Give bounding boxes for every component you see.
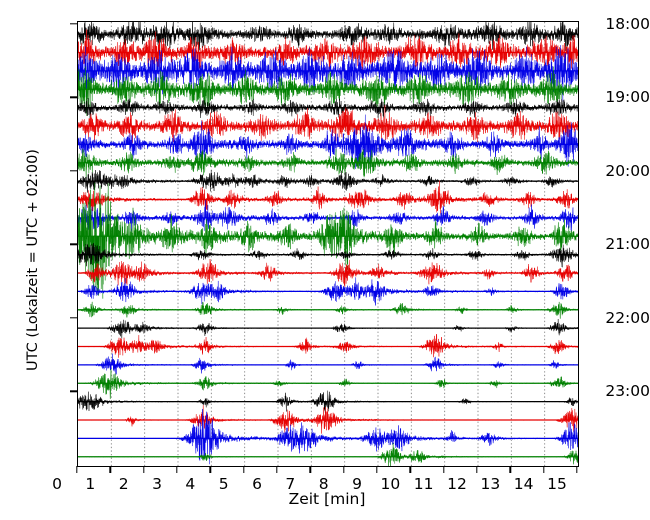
y-tick-mark-1900: [70, 96, 77, 99]
x-tick-mark-12: [476, 466, 478, 473]
x-tick-label-8: 8: [318, 475, 329, 493]
x-tick-mark-8: [342, 466, 345, 473]
x-tick-label-10: 10: [380, 475, 401, 493]
y-tick-label-2300: 23:00: [605, 382, 650, 401]
x-tick-mark-15: [576, 466, 578, 473]
y-tick-mark-2200: [70, 317, 77, 319]
x-tick-label-2: 2: [118, 475, 129, 493]
trace-0: [78, 22, 578, 55]
x-tick-label-13: 13: [480, 475, 501, 493]
x-tick-mark-5: [242, 466, 245, 473]
trace-9: [78, 180, 578, 215]
x-tick-label-9: 9: [352, 475, 362, 493]
x-tick-mark-7: [309, 466, 312, 473]
x-tick-label-11: 11: [413, 475, 434, 493]
y-tick-label-2100: 21:00: [605, 235, 650, 254]
y-tick-label-2000: 20:00: [605, 161, 650, 180]
x-tick-label-5: 5: [218, 475, 229, 493]
trace-18: [78, 353, 578, 376]
y-tick-mark-2100: [70, 243, 77, 246]
x-tick-mark-0: [76, 466, 78, 473]
plot-area: [77, 21, 579, 467]
x-tick-mark-4: [209, 466, 212, 473]
trace-17: [78, 333, 578, 358]
x-tick-label-7: 7: [285, 475, 296, 493]
seismogram-traces: [78, 22, 578, 466]
x-tick-mark-10: [409, 466, 412, 473]
x-tick-mark-11: [442, 466, 445, 473]
x-tick-label-3: 3: [152, 475, 162, 493]
x-tick-label-4: 4: [185, 475, 196, 493]
x-tick-mark-3: [176, 466, 178, 473]
trace-23: [78, 443, 578, 466]
trace-21: [78, 404, 578, 434]
trace-6: [78, 114, 578, 169]
y-tick-mark-2300: [70, 390, 77, 393]
x-tick-mark-13: [509, 466, 512, 473]
x-axis-title: Zeit [min]: [288, 490, 366, 508]
x-tick-label-1: 1: [85, 475, 96, 493]
x-tick-label-15: 15: [547, 475, 567, 493]
y-tick-mark-1800: [70, 23, 77, 25]
x-tick-mark-6: [276, 466, 278, 473]
y-tick-mark-2000: [70, 170, 77, 172]
x-tick-label-12: 12: [447, 475, 467, 493]
y-tick-label-1900: 19:00: [605, 88, 650, 107]
x-tick-label-14: 14: [513, 475, 534, 493]
y-tick-label-1800: 18:00: [605, 14, 650, 33]
x-tick-mark-2: [142, 466, 145, 473]
x-tick-mark-14: [542, 466, 545, 473]
trace-7: [78, 148, 578, 180]
x-tick-mark-1: [109, 466, 112, 473]
y-axis-title: UTC (Lokalzeit = UTC + 02:00): [25, 149, 41, 371]
x-tick-label-6: 6: [252, 475, 262, 493]
y-tick-label-2200: 22:00: [605, 308, 650, 327]
x-tick-mark-9: [376, 466, 378, 473]
x-tick-label-0: 0: [52, 475, 62, 493]
